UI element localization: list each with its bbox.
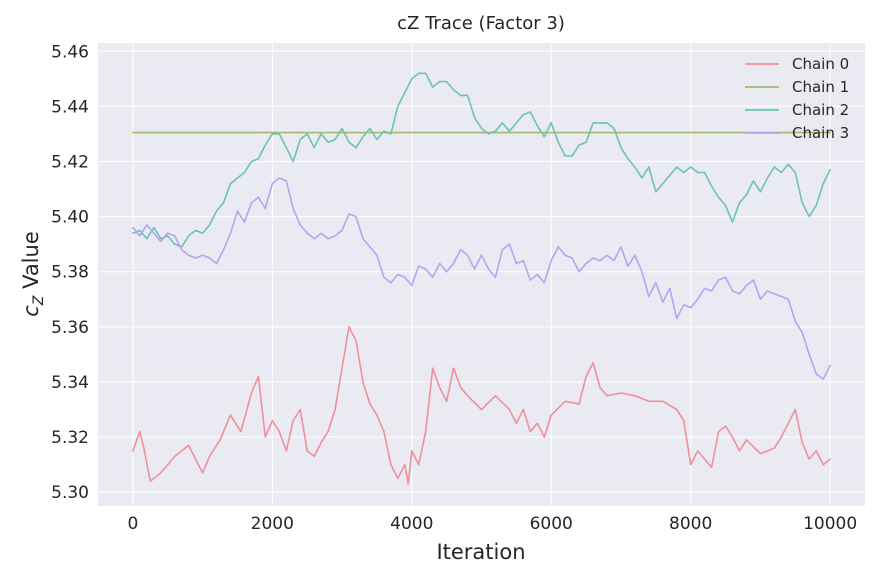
y-tick-label: 5.46 xyxy=(51,42,89,62)
y-axis-title-suffix: Value xyxy=(19,231,43,295)
x-tick-labels: 0 2000 4000 6000 8000 10000 xyxy=(127,514,857,534)
x-tick-label: 8000 xyxy=(669,514,712,534)
series-line-chain-0 xyxy=(132,326,831,485)
series-line-chain-3 xyxy=(132,177,831,381)
y-axis-title-symbol: c xyxy=(19,305,43,317)
y-tick-label: 5.32 xyxy=(51,428,89,448)
grid xyxy=(98,43,865,506)
series-lines xyxy=(132,72,831,485)
y-tick-label: 5.34 xyxy=(51,373,89,393)
legend: Chain 0 Chain 1 Chain 2 Chain 3 xyxy=(745,55,849,142)
y-tick-label: 5.42 xyxy=(51,153,89,173)
y-tick-label: 5.30 xyxy=(51,483,89,503)
y-axis-title: cZ Value xyxy=(19,231,47,316)
x-tick-label: 2000 xyxy=(251,514,294,534)
legend-label: Chain 2 xyxy=(792,101,849,119)
y-axis-title-subscript: Z xyxy=(31,295,47,306)
x-tick-label: 10000 xyxy=(803,514,857,534)
y-tick-label: 5.44 xyxy=(51,97,89,117)
x-tick-label: 4000 xyxy=(390,514,433,534)
series-line-chain-2 xyxy=(132,72,831,248)
legend-label: Chain 1 xyxy=(792,78,849,96)
x-axis-title: Iteration xyxy=(436,540,525,564)
y-tick-label: 5.40 xyxy=(51,208,89,228)
chart-title: cZ Trace (Factor 3) xyxy=(397,13,565,34)
legend-label: Chain 3 xyxy=(792,124,849,142)
plot-area xyxy=(98,43,865,506)
y-tick-label: 5.36 xyxy=(51,318,89,338)
legend-label: Chain 0 xyxy=(792,55,849,73)
x-tick-label: 6000 xyxy=(530,514,573,534)
y-tick-labels: 5.30 5.32 5.34 5.36 5.38 5.40 5.42 5.44 5.46 xyxy=(51,42,89,503)
y-tick-label: 5.38 xyxy=(51,263,89,283)
x-tick-label: 0 xyxy=(127,514,138,534)
